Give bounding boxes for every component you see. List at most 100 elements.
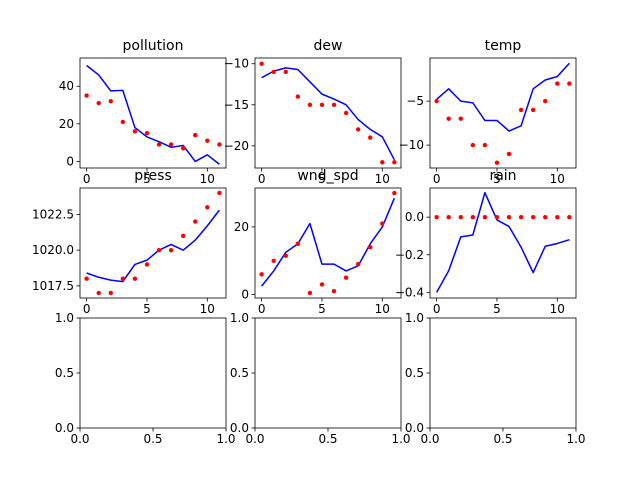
data-point <box>84 93 89 98</box>
subplot-temp: 0 5 10 −5 −10 temp <box>399 38 577 186</box>
x-tick-label: 1.0 <box>391 432 410 446</box>
y-tick-label: 0 <box>66 154 74 168</box>
x-tick-label: 0 <box>258 302 266 316</box>
data-point <box>144 131 150 136</box>
y-tick-label: 0.0 <box>405 210 424 224</box>
subplot-dew: 0 5 10 −10 −15 −20 dew <box>224 38 402 186</box>
y-tick-label: −15 <box>224 98 249 112</box>
data-point <box>96 100 101 106</box>
y-tick-label: −0.4 <box>395 285 424 299</box>
data-point <box>355 127 361 132</box>
data-point <box>108 290 113 296</box>
x-tick-label: 0.0 <box>70 432 89 446</box>
axes-frame <box>79 187 227 299</box>
data-point <box>283 253 288 258</box>
data-point <box>217 190 222 196</box>
series-line <box>261 67 396 161</box>
data-point <box>307 290 313 296</box>
data-point <box>392 190 397 196</box>
y-tick-label: 0.5 <box>230 366 249 380</box>
y-tick-label: −10 <box>224 57 249 71</box>
data-point <box>368 135 373 140</box>
data-point <box>530 214 536 220</box>
data-point <box>193 132 198 138</box>
data-point <box>319 102 325 107</box>
x-tick-label: 0 <box>433 302 441 316</box>
data-point <box>84 276 89 281</box>
data-point <box>434 214 439 220</box>
data-point <box>120 276 126 281</box>
x-tick-label: 0.5 <box>318 432 337 446</box>
data-point <box>307 102 313 107</box>
data-point <box>193 219 198 224</box>
x-tick-label: 1.0 <box>216 432 235 446</box>
x-tick-label: 0 <box>83 302 91 316</box>
data-point <box>156 247 162 253</box>
x-tick-label: 10 <box>200 172 215 186</box>
y-tick-label: −0.2 <box>395 248 424 262</box>
subplot-empty-6: 0.0 0.5 1.0 0.0 0.5 1.0 <box>55 311 236 446</box>
axes-frame <box>254 57 402 169</box>
subplot-title: rain <box>489 168 516 184</box>
y-tick-label: 0.0 <box>55 421 74 435</box>
data-point <box>271 258 276 263</box>
axes-frame <box>429 187 577 299</box>
data-point <box>132 276 138 281</box>
subplot-pollution: 0 5 10 0 20 40 pollution <box>59 38 227 186</box>
x-tick-label: 1.0 <box>566 432 585 446</box>
data-point <box>567 214 572 220</box>
y-tick-label: −5 <box>406 94 424 108</box>
y-tick-label: 1.0 <box>55 311 74 325</box>
y-tick-label: 40 <box>59 79 74 93</box>
series-line <box>86 64 220 165</box>
data-point <box>259 61 264 66</box>
data-point <box>518 214 524 220</box>
x-tick-label: 0 <box>83 172 91 186</box>
y-tick-label: 0.5 <box>405 366 424 380</box>
subplot-title: dew <box>314 38 343 54</box>
x-tick-label: 0.5 <box>493 432 512 446</box>
y-tick-label: 0.0 <box>230 421 249 435</box>
x-tick-label: 5 <box>493 302 501 316</box>
data-point <box>180 146 186 151</box>
data-point <box>458 116 463 121</box>
x-tick-label: 0.0 <box>245 432 264 446</box>
series-line <box>436 62 570 132</box>
data-point <box>368 245 373 250</box>
data-point <box>543 98 548 104</box>
data-point <box>567 81 572 86</box>
y-tick-label: 1020.0 <box>32 243 74 257</box>
x-tick-label: 10 <box>375 172 390 186</box>
data-point <box>283 69 288 75</box>
data-point <box>380 160 385 165</box>
subplot-wnd_spd: 0 5 10 0 20 wnd_spd <box>234 168 402 316</box>
data-point <box>180 233 186 239</box>
axes-frame <box>429 57 577 169</box>
data-point <box>392 160 397 165</box>
data-point <box>168 142 174 147</box>
data-point <box>259 272 264 277</box>
data-point <box>205 205 210 210</box>
x-tick-label: 0 <box>433 172 441 186</box>
subplot-rain: 0 5 10 0.0 −0.2 −0.4 rain <box>395 168 577 316</box>
data-point <box>458 214 463 220</box>
y-tick-label: 0 <box>241 288 249 302</box>
data-point <box>482 142 488 148</box>
x-tick-label: 0 <box>258 172 266 186</box>
y-tick-label: 20 <box>59 117 74 131</box>
data-point <box>96 290 101 296</box>
x-tick-label: 5 <box>318 302 326 316</box>
x-tick-label: 10 <box>550 172 565 186</box>
data-point <box>319 282 325 287</box>
data-point <box>355 261 361 267</box>
x-tick-label: 10 <box>200 302 215 316</box>
data-point <box>543 214 548 220</box>
data-point <box>494 214 500 220</box>
data-point <box>470 214 476 220</box>
y-tick-label: −20 <box>224 139 249 153</box>
data-point <box>132 129 138 134</box>
subplot-title: pollution <box>123 38 184 54</box>
subplot-empty-8: 0.0 0.5 1.0 0.0 0.5 1.0 <box>405 311 586 446</box>
